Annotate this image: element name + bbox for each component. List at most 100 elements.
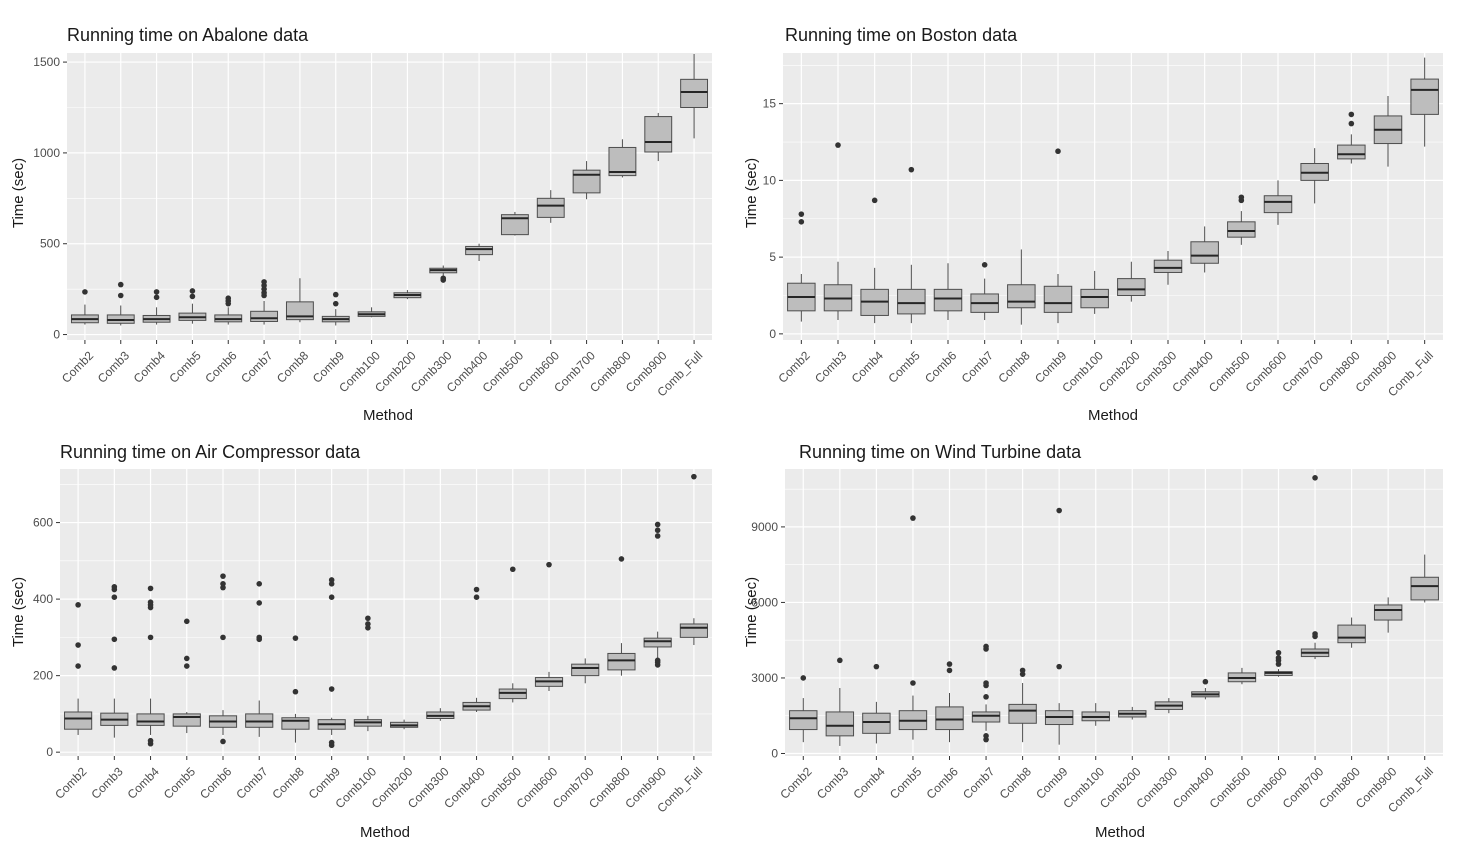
box-comb600 xyxy=(534,561,564,691)
x-tick-label: Comb5 xyxy=(885,348,922,385)
box-body xyxy=(933,288,963,312)
y-tick-label: 15 xyxy=(763,97,777,111)
chart-title: Running time on Abalone data xyxy=(67,25,309,45)
box-comb800 xyxy=(607,556,636,676)
box-comb100 xyxy=(353,615,382,732)
x-axis-label: Method xyxy=(1088,407,1138,424)
plot-area xyxy=(783,53,1443,340)
outlier-point xyxy=(220,738,226,745)
outlier-point xyxy=(365,615,371,622)
box-comb9 xyxy=(1043,148,1073,324)
outlier-point xyxy=(365,621,371,627)
box-comb4 xyxy=(860,197,889,324)
x-tick-label: Comb7 xyxy=(238,348,275,385)
box-comb6 xyxy=(214,295,243,325)
outlier-point xyxy=(117,281,124,288)
outlier-point xyxy=(1055,148,1061,155)
outlier-point xyxy=(473,594,480,600)
box-body xyxy=(1190,241,1219,264)
box-comb8 xyxy=(1007,249,1036,325)
box-comb-full xyxy=(679,473,708,646)
box-comb7 xyxy=(971,643,1001,743)
outlier-point xyxy=(1056,663,1062,670)
box-body xyxy=(935,706,964,731)
outlier-point xyxy=(546,561,552,568)
box-body xyxy=(825,711,855,737)
y-tick-label: 200 xyxy=(33,669,53,683)
x-tick-label: Comb4 xyxy=(850,764,887,801)
box-comb8 xyxy=(285,278,314,323)
panel-background xyxy=(783,53,1443,340)
box-comb6 xyxy=(935,661,964,743)
outlier-point xyxy=(111,665,118,671)
outlier-point xyxy=(1312,631,1318,637)
outlier-point xyxy=(654,657,661,664)
outlier-point xyxy=(220,634,226,641)
box-body xyxy=(643,637,672,648)
box-comb2 xyxy=(64,602,93,735)
box-body xyxy=(1410,576,1439,601)
box-comb3 xyxy=(825,657,855,746)
box-comb5 xyxy=(172,618,201,734)
box-comb300 xyxy=(429,265,458,283)
box-body xyxy=(285,301,314,321)
outlier-point xyxy=(800,675,807,681)
panel-background xyxy=(67,53,712,340)
x-tick-label: Comb7 xyxy=(233,764,270,801)
outlier-point xyxy=(983,680,989,686)
box-comb200 xyxy=(390,719,419,730)
y-tick-label: 1000 xyxy=(33,146,60,160)
box-comb4 xyxy=(862,663,891,744)
outlier-point xyxy=(189,288,196,294)
outlier-point xyxy=(946,661,953,667)
box-body xyxy=(1153,259,1183,273)
outlier-point xyxy=(117,292,124,299)
box-comb2 xyxy=(787,211,816,322)
outlier-point xyxy=(220,584,226,591)
box-comb9 xyxy=(321,291,350,326)
y-axis-label: Time (sec) xyxy=(743,577,760,647)
box-comb400 xyxy=(465,243,494,261)
box-comb400 xyxy=(1190,226,1219,273)
outlier-point xyxy=(440,275,447,282)
box-body xyxy=(1007,284,1036,309)
y-tick-label: 400 xyxy=(33,592,53,606)
chart-title: Running time on Boston data xyxy=(785,25,1018,45)
box-comb400 xyxy=(462,586,491,712)
y-axis-label: Time (sec) xyxy=(743,158,760,228)
box-body xyxy=(679,623,708,638)
panel-background xyxy=(785,469,1443,756)
box-comb9 xyxy=(1044,507,1074,745)
outlier-point xyxy=(261,279,267,285)
y-axis-label: Time (sec) xyxy=(10,577,27,647)
outlier-point xyxy=(292,635,299,641)
box-comb900 xyxy=(1373,597,1403,633)
outlier-point xyxy=(328,686,335,692)
outlier-point xyxy=(1238,194,1245,201)
x-tick-label: Comb3 xyxy=(95,348,132,385)
x-tick-label: Comb8 xyxy=(274,348,311,385)
plot-area xyxy=(67,53,712,340)
y-tick-label: 3000 xyxy=(751,671,778,685)
box-body xyxy=(536,197,565,218)
x-tick-label: Comb3 xyxy=(88,764,125,801)
x-tick-label: Comb2 xyxy=(59,348,96,385)
outlier-point xyxy=(1348,111,1355,118)
outlier-point xyxy=(75,663,81,669)
outlier-point xyxy=(983,694,989,700)
box-body xyxy=(680,78,709,108)
x-tick-label: Comb4 xyxy=(125,764,162,801)
box-body xyxy=(281,717,310,730)
box-comb500 xyxy=(498,566,527,703)
box-body xyxy=(1008,703,1037,724)
y-tick-label: 10 xyxy=(763,173,777,187)
box-body xyxy=(1080,288,1109,309)
outlier-point xyxy=(75,642,81,648)
outlier-point xyxy=(910,680,916,686)
outlier-point xyxy=(1275,649,1282,656)
outlier-point xyxy=(328,581,335,587)
box-comb3 xyxy=(106,281,135,326)
y-tick-label: 6000 xyxy=(751,595,778,609)
x-tick-label: Comb6 xyxy=(922,348,959,385)
box-comb300 xyxy=(1154,698,1184,714)
